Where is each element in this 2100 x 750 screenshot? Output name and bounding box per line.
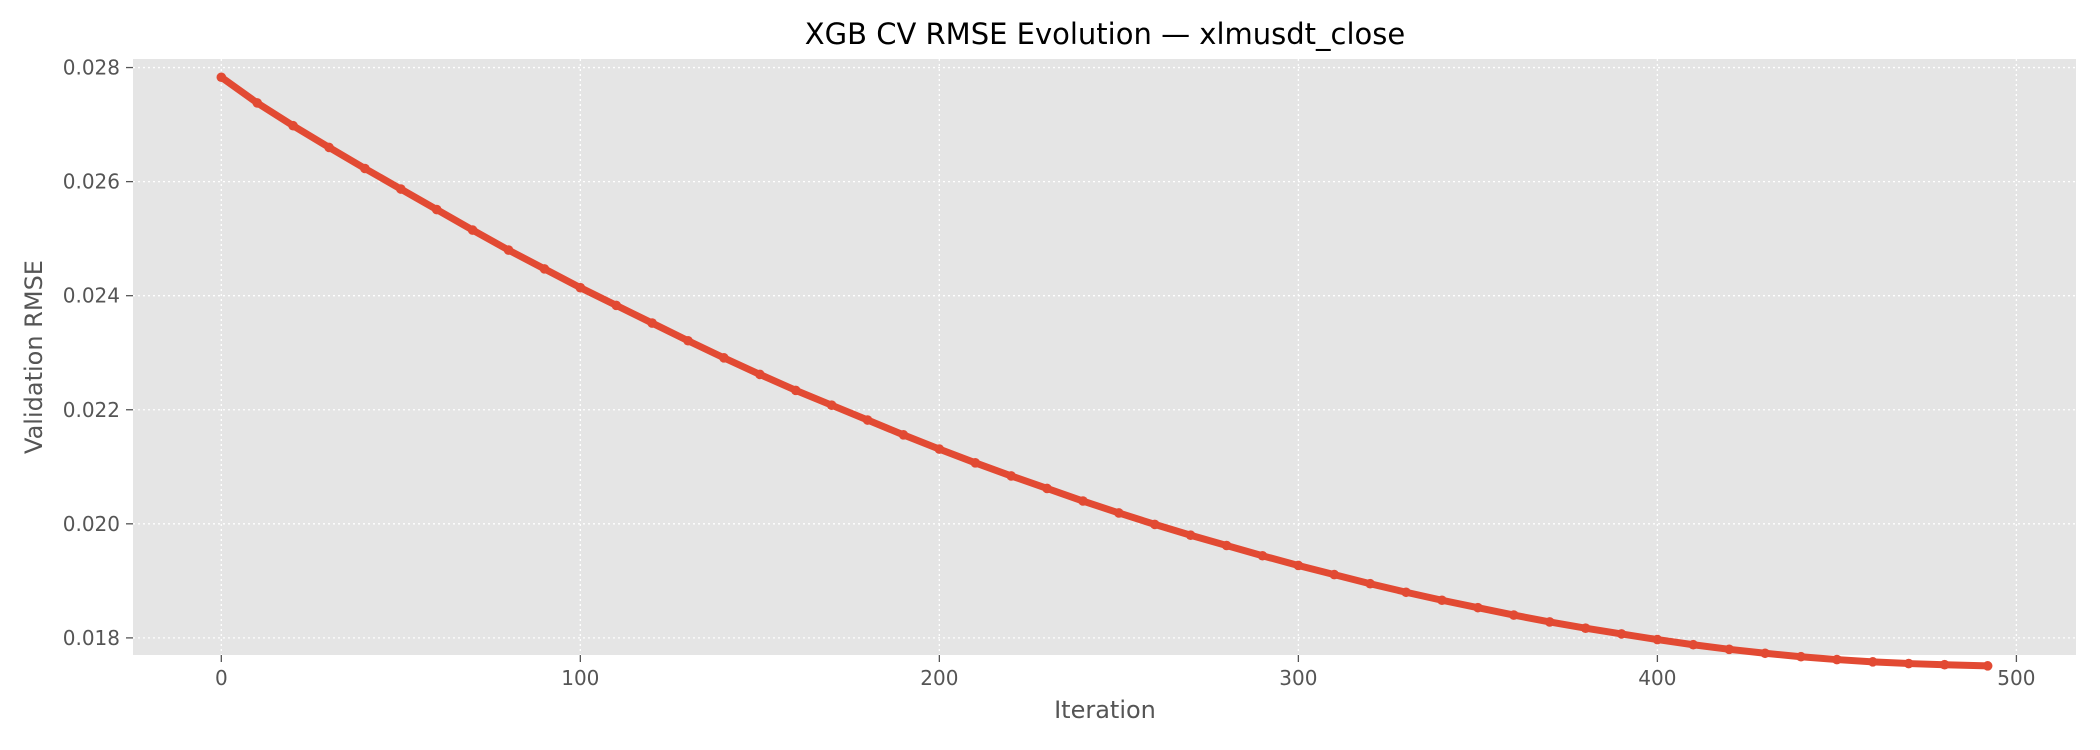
rmse-data-point xyxy=(1724,644,1734,655)
x-tick-label: 400 xyxy=(1638,666,1676,690)
rmse-data-point xyxy=(611,300,622,311)
rmse-data-point xyxy=(1688,639,1699,650)
rmse-data-point xyxy=(1867,657,1878,667)
y-tick-label: 0.026 xyxy=(63,170,120,194)
rmse-data-point xyxy=(1508,610,1519,620)
rmse-data-point xyxy=(1652,634,1663,645)
rmse-data-point xyxy=(467,225,478,235)
x-tick-label: 500 xyxy=(1997,666,2035,690)
rmse-data-point xyxy=(1221,540,1232,551)
rmse-data-point xyxy=(575,282,586,293)
grid-lines xyxy=(133,59,2076,655)
y-tick-label: 0.018 xyxy=(63,626,120,650)
rmse-data-point xyxy=(252,98,263,108)
rmse-data-point xyxy=(1257,550,1268,561)
x-axis-label: Iteration xyxy=(1054,696,1156,724)
rmse-data-point xyxy=(539,264,550,274)
rmse-data-point xyxy=(790,385,801,396)
series-group xyxy=(216,72,1993,671)
plot-area xyxy=(133,59,2076,655)
y-tick-label: 0.028 xyxy=(63,56,120,80)
rmse-data-point xyxy=(1149,519,1160,530)
rmse-data-point xyxy=(826,400,837,410)
rmse-data-point xyxy=(1437,595,1447,606)
rmse-data-point xyxy=(1939,659,1950,670)
rmse-data-point xyxy=(1796,651,1806,662)
rmse-data-point xyxy=(1401,587,1411,598)
rmse-data-point xyxy=(1832,654,1842,665)
rmse-data-point xyxy=(1329,569,1340,580)
rmse-data-point xyxy=(1616,629,1627,639)
rmse-data-point xyxy=(1473,602,1483,613)
rmse-data-point xyxy=(396,184,406,194)
y-tick-label: 0.024 xyxy=(63,284,120,308)
rmse-data-point xyxy=(360,163,370,174)
rmse-data-point xyxy=(1078,496,1088,506)
chart-title: XGB CV RMSE Evolution — xlmusdt_close xyxy=(805,17,1405,51)
rmse-data-point xyxy=(324,142,334,153)
rmse-data-point xyxy=(288,120,298,131)
rmse-data-point xyxy=(503,245,514,255)
x-tick-label: 100 xyxy=(561,666,599,690)
x-tick-label: 0 xyxy=(215,666,228,690)
axis-ticks: 0 100 200 300 400 500 0.018 0.020 0.022 0.024 0.02… xyxy=(63,56,2036,690)
rmse-data-point xyxy=(719,353,729,363)
rmse-data-point xyxy=(1580,623,1591,633)
rmse-data-point xyxy=(1114,508,1124,518)
rmse-data-point xyxy=(970,457,981,468)
rmse-data-point xyxy=(898,430,909,440)
rmse-data-point xyxy=(431,204,442,215)
rmse-data-point xyxy=(1185,530,1196,541)
rmse-data-point xyxy=(683,335,693,346)
x-tick-label: 200 xyxy=(920,666,958,690)
rmse-data-point xyxy=(647,318,657,328)
rmse-series-line xyxy=(217,73,1992,670)
rmse-data-point xyxy=(1760,648,1770,659)
rmse-data-point xyxy=(1903,658,1914,669)
rmse-data-point xyxy=(1544,617,1555,627)
rmse-data-point xyxy=(1982,661,1993,671)
rmse-data-point xyxy=(1006,471,1016,481)
rmse-data-point xyxy=(216,72,227,83)
rmse-data-point xyxy=(934,444,945,454)
rmse-data-point xyxy=(1042,483,1052,494)
y-tick-label: 0.020 xyxy=(63,512,120,536)
rmse-data-point xyxy=(1365,578,1375,589)
rmse-data-point xyxy=(862,415,873,425)
y-axis-label: Validation RMSE xyxy=(20,260,48,454)
rmse-data-point xyxy=(1293,560,1304,571)
y-tick-label: 0.022 xyxy=(63,398,120,422)
rmse-data-point xyxy=(755,369,765,380)
x-tick-label: 300 xyxy=(1279,666,1317,690)
